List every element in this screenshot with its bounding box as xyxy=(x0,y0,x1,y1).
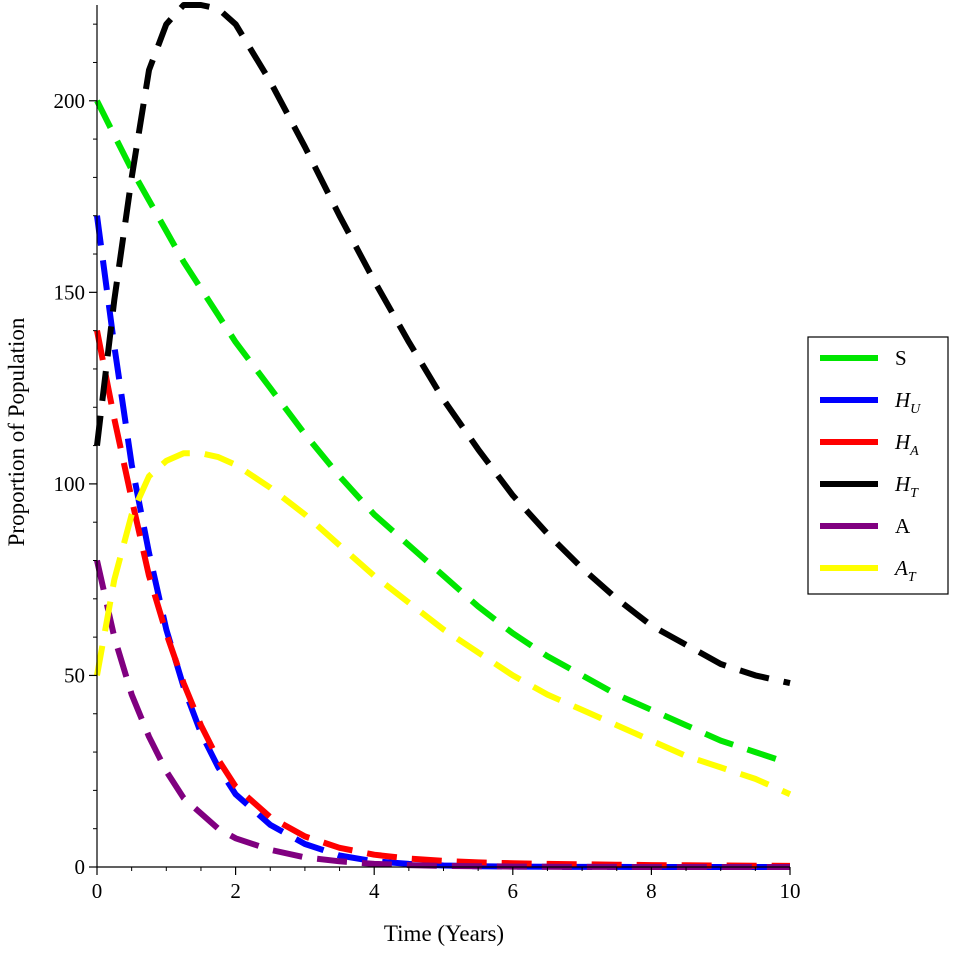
y-tick-label: 150 xyxy=(54,280,86,304)
ticks-group: 0 50 100 150 200 0 2 4 6 8 10 xyxy=(54,23,801,903)
legend: S HU HA HT A AT xyxy=(807,336,949,595)
series-line-a xyxy=(94,559,790,870)
series-line-h-u xyxy=(94,215,790,870)
y-tick-label: 50 xyxy=(64,663,85,687)
x-tick-label: 10 xyxy=(780,879,801,903)
y-tick-label: 200 xyxy=(54,89,86,113)
legend-box xyxy=(807,336,949,595)
y-axis-title: Proportion of Population xyxy=(4,317,29,546)
series-line-a-t xyxy=(94,450,792,797)
x-tick-label: 4 xyxy=(369,879,380,903)
series-line-h-t xyxy=(94,2,791,687)
legend-label: HU xyxy=(894,388,921,417)
legend-label: AT xyxy=(893,556,917,585)
y-tick-label: 100 xyxy=(54,472,86,496)
legend-label: A xyxy=(895,514,911,538)
x-tick-label: 8 xyxy=(646,879,657,903)
series-line-h-a xyxy=(94,330,791,869)
x-tick-label: 6 xyxy=(508,879,519,903)
legend-label: HA xyxy=(894,430,919,459)
legend-label: S xyxy=(895,346,907,370)
y-tick-label: 0 xyxy=(75,855,86,879)
series-group xyxy=(94,2,792,870)
axes xyxy=(96,5,790,868)
x-axis-title: Time (Years) xyxy=(384,921,504,946)
series-line-s xyxy=(94,99,791,767)
x-tick-label: 0 xyxy=(92,879,103,903)
legend-label: HT xyxy=(894,472,919,501)
x-tick-label: 2 xyxy=(230,879,241,903)
